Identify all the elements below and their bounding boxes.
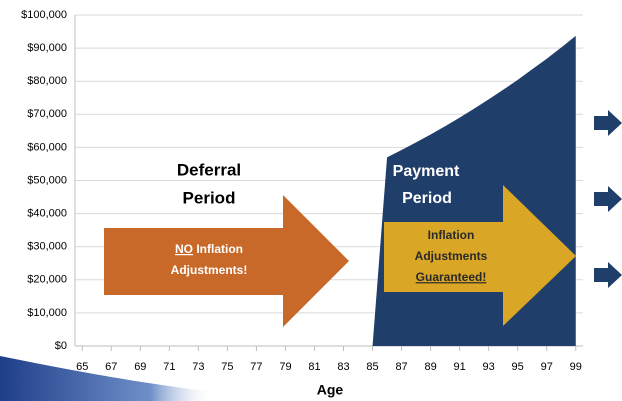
- y-tick-label: $70,000: [27, 108, 67, 120]
- payment-label: Payment: [393, 163, 460, 180]
- x-tick-label: 73: [192, 361, 204, 373]
- x-tick-label: 69: [134, 361, 146, 373]
- y-tick-label: $30,000: [27, 241, 67, 253]
- no-text: NO: [175, 242, 193, 256]
- side-arrow: [594, 186, 622, 212]
- side-arrow: [594, 110, 622, 136]
- inflation-text: Inflation: [196, 242, 243, 256]
- payment-arrow-line3: Guaranteed!: [416, 270, 487, 284]
- payment-label: Period: [402, 190, 452, 207]
- overlay: NO Inflation Adjustments! Inflation Adju…: [104, 110, 622, 398]
- y-tick-label: $40,000: [27, 208, 67, 220]
- y-tick-label: $20,000: [27, 274, 67, 286]
- deferral-label: Deferral: [177, 160, 241, 179]
- x-tick-label: 67: [105, 361, 117, 373]
- y-tick-label: $0: [55, 340, 67, 352]
- side-arrow: [594, 262, 622, 288]
- x-axis-label: Age: [317, 382, 344, 398]
- payment-arrow: [384, 185, 576, 326]
- swoosh: [0, 356, 215, 401]
- x-tick-label: 95: [512, 361, 524, 373]
- x-tick-label: 81: [308, 361, 320, 373]
- plot: $0 $10,000 $20,000 $30,000 $40,000 $50,000 $60…: [21, 9, 583, 373]
- x-tick-label: 65: [76, 361, 88, 373]
- deferral-arrow-line1: NO Inflation: [175, 242, 243, 256]
- deferral-label: Period: [183, 188, 236, 207]
- x-tick-label: 77: [250, 361, 262, 373]
- y-tick-label: $80,000: [27, 75, 67, 87]
- deferral-arrow: [104, 195, 349, 327]
- y-tick-label: $90,000: [27, 42, 67, 54]
- x-tick-label: 89: [424, 361, 436, 373]
- x-tick-label: 91: [454, 361, 466, 373]
- x-tick-label: 99: [570, 361, 582, 373]
- x-tick-label: 75: [221, 361, 233, 373]
- deferral-arrow-line2: Adjustments!: [171, 263, 248, 277]
- x-tick-label: 71: [163, 361, 175, 373]
- y-tick-label: $60,000: [27, 141, 67, 153]
- x-tick-label: 87: [395, 361, 407, 373]
- x-tick-label: 93: [483, 361, 495, 373]
- y-tick-label: $50,000: [27, 174, 67, 186]
- x-tick-label: 85: [366, 361, 378, 373]
- x-tick-label: 97: [541, 361, 553, 373]
- y-tick-label: $10,000: [27, 307, 67, 319]
- x-tick-label: 79: [279, 361, 291, 373]
- payment-arrow-line1: Inflation: [428, 228, 475, 242]
- x-tick-label: 83: [337, 361, 349, 373]
- y-tick-label: $100,000: [21, 9, 67, 21]
- payment-arrow-line2: Adjustments: [415, 249, 488, 263]
